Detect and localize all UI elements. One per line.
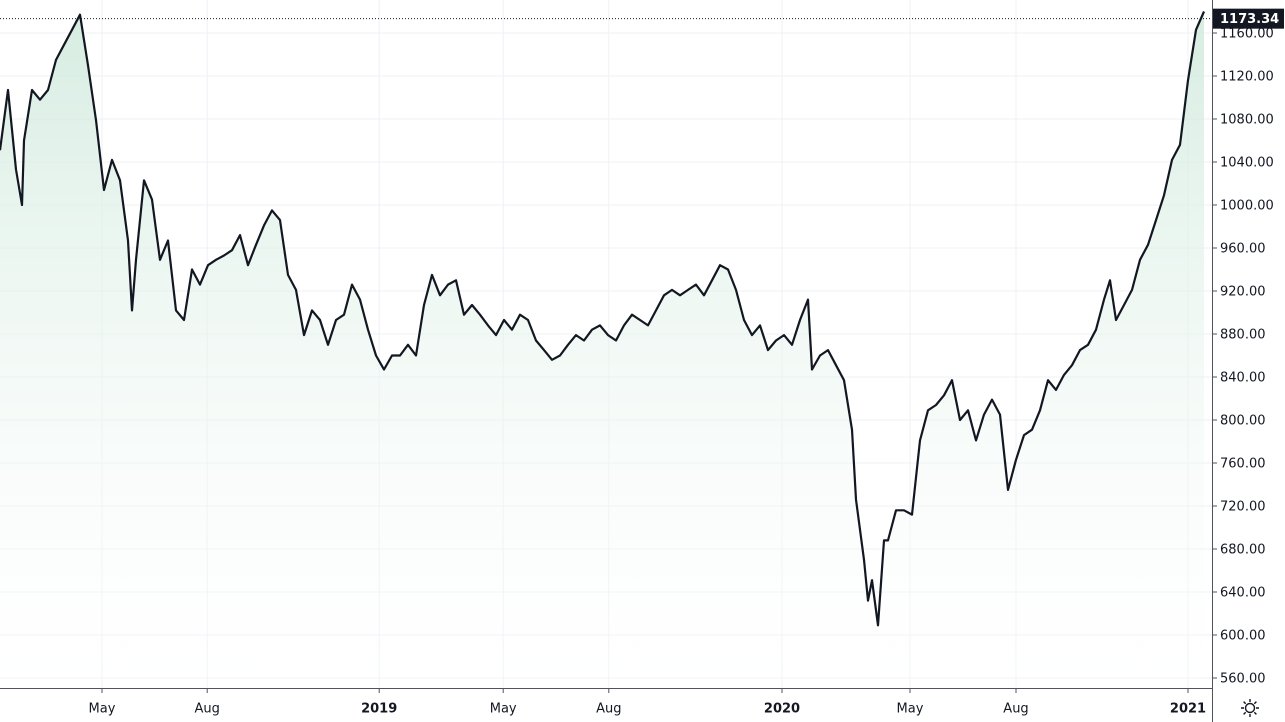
y-tick-label: 1040.00 — [1220, 156, 1274, 171]
last-price-label: 1173.34 — [1220, 12, 1279, 27]
last-price-box — [1213, 8, 1284, 29]
y-tick-label: 680.00 — [1220, 543, 1266, 558]
x-tick-label: 2020 — [764, 702, 800, 717]
y-tick-label: 640.00 — [1220, 586, 1266, 601]
x-tick-label: 2021 — [1170, 702, 1206, 717]
x-tick-label: Aug — [1003, 702, 1028, 717]
y-tick-label: 920.00 — [1220, 285, 1266, 300]
y-tick-label: 600.00 — [1220, 629, 1266, 644]
y-tick-label: 560.00 — [1220, 672, 1266, 687]
y-tick-label: 960.00 — [1220, 242, 1266, 257]
y-tick-label: 1160.00 — [1220, 27, 1274, 42]
settings-icon[interactable] — [1241, 699, 1259, 717]
x-tick-label: Aug — [195, 702, 220, 717]
x-tick-label: May — [490, 702, 517, 717]
y-tick-label: 1120.00 — [1220, 70, 1274, 85]
y-tick-label: 880.00 — [1220, 328, 1266, 343]
y-tick-label: 720.00 — [1220, 500, 1266, 515]
y-tick-label: 840.00 — [1220, 371, 1266, 386]
y-tick-label: 1000.00 — [1220, 199, 1274, 214]
price-line — [0, 11, 1206, 627]
area-fill — [0, 11, 1204, 688]
axes: 560.00 600.00 640.00 680.00 720.00 760.00 800.… — [89, 8, 1284, 717]
x-tick-label: Aug — [596, 702, 621, 717]
y-tick-label: 800.00 — [1220, 414, 1266, 429]
x-tick-label: May — [89, 702, 116, 717]
y-tick-label: 760.00 — [1220, 457, 1266, 472]
plot — [0, 11, 1212, 688]
y-tick-label: 1080.00 — [1220, 113, 1274, 128]
x-tick-label: May — [897, 702, 924, 717]
x-tick-label: 2019 — [361, 702, 397, 717]
